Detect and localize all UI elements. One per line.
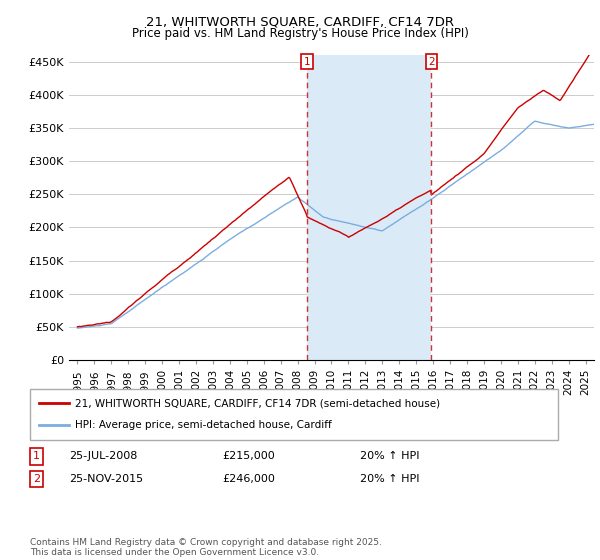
Text: £215,000: £215,000 [222, 451, 275, 461]
Text: 20% ↑ HPI: 20% ↑ HPI [360, 451, 419, 461]
Text: Contains HM Land Registry data © Crown copyright and database right 2025.
This d: Contains HM Land Registry data © Crown c… [30, 538, 382, 557]
Text: 25-NOV-2015: 25-NOV-2015 [69, 474, 143, 484]
Text: Price paid vs. HM Land Registry's House Price Index (HPI): Price paid vs. HM Land Registry's House … [131, 27, 469, 40]
Text: 2: 2 [33, 474, 40, 484]
Text: HPI: Average price, semi-detached house, Cardiff: HPI: Average price, semi-detached house,… [75, 421, 332, 431]
Text: 1: 1 [33, 451, 40, 461]
Text: 25-JUL-2008: 25-JUL-2008 [69, 451, 137, 461]
Text: 21, WHITWORTH SQUARE, CARDIFF, CF14 7DR (semi-detached house): 21, WHITWORTH SQUARE, CARDIFF, CF14 7DR … [75, 398, 440, 408]
Text: 21, WHITWORTH SQUARE, CARDIFF, CF14 7DR: 21, WHITWORTH SQUARE, CARDIFF, CF14 7DR [146, 16, 454, 29]
Text: 20% ↑ HPI: 20% ↑ HPI [360, 474, 419, 484]
Text: 2: 2 [428, 57, 435, 67]
Text: £246,000: £246,000 [222, 474, 275, 484]
Text: 1: 1 [304, 57, 310, 67]
Bar [307, 55, 431, 360]
